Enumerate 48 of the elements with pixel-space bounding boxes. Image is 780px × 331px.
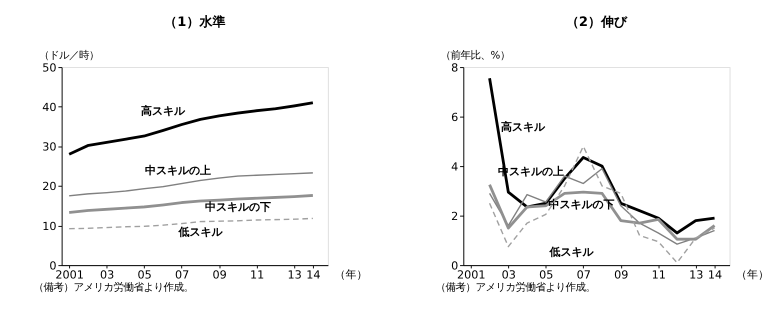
x-tick-label: 03	[502, 268, 516, 282]
x-tick-label: 13	[287, 268, 302, 282]
y-tick-label: 0	[49, 259, 57, 272]
x-tick-label: 07	[174, 268, 190, 282]
x-tick-label: 03	[100, 268, 114, 282]
x-tick-label: 2001	[55, 268, 84, 282]
line-series	[68, 101, 314, 156]
line-series	[488, 76, 716, 234]
line-series	[488, 183, 716, 241]
series-label: 中スキルの下	[204, 200, 271, 214]
x-tick-label: 05	[539, 268, 554, 282]
line-series	[488, 168, 716, 245]
x-axis-title: （年）	[736, 268, 770, 282]
series-label: 低スキル	[177, 226, 224, 239]
x-tick-label: 09	[212, 268, 227, 282]
text: （備考）アメリカ労働省より作成。	[34, 281, 194, 294]
x-tick-label: 2001	[457, 268, 486, 282]
y-tick-label: 4	[451, 160, 458, 174]
series-label: 高スキル	[500, 120, 546, 134]
chart-title: （2）伸び	[566, 15, 628, 30]
line-series	[488, 146, 716, 264]
x-tick-label: 11	[250, 268, 264, 282]
y-tick-label: 50	[42, 61, 57, 74]
y-tick-label: 10	[42, 220, 57, 233]
y-tick-label: 40	[42, 100, 57, 114]
x-tick-label: 07	[576, 268, 591, 282]
series-label: 高スキル	[140, 104, 186, 118]
y-axis-title: （前年比、%）	[440, 49, 510, 62]
chart-title: （1）水準	[164, 15, 226, 30]
series-label: 中スキルの上	[144, 164, 211, 177]
x-tick-label: 11	[652, 268, 666, 282]
series-label: 中スキルの下	[548, 198, 614, 212]
x-tick-label: 14	[306, 268, 320, 282]
y-tick-label: 30	[42, 140, 57, 154]
y-tick-label: 2	[451, 210, 458, 223]
text: （備考）アメリカ労働省より作成。	[435, 281, 596, 294]
y-tick-label: 6	[451, 110, 458, 124]
text: 低スキル	[548, 245, 595, 258]
y-tick-label: 20	[42, 180, 57, 194]
x-tick-label: 09	[614, 268, 628, 282]
x-axis-title: （年）	[334, 268, 368, 282]
y-tick-label: 0	[451, 259, 458, 272]
y-axis-title: （ドル／時）	[38, 49, 99, 62]
x-tick-label: 05	[137, 268, 152, 282]
x-tick-label: 13	[689, 268, 704, 282]
x-tick-label: 14	[708, 268, 722, 282]
line-series	[68, 194, 314, 214]
y-tick-label: 8	[451, 61, 458, 74]
